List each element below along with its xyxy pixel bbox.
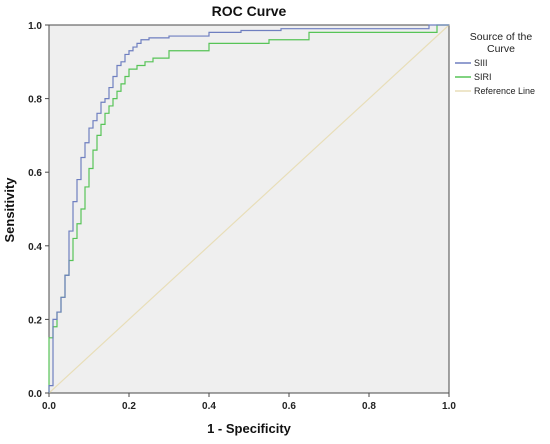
legend-label-reference-line: Reference Line: [474, 86, 535, 96]
y-tick-label: 0.4: [28, 242, 42, 253]
x-axis-title: 1 - Specificity: [207, 421, 292, 436]
ticks-layer: 0.0 0.2 0.4 0.6 0.8 1.0 0.0 0.2 0.4 0.6 0.8 1.0: [28, 21, 456, 412]
y-tick-label: 0.2: [28, 315, 42, 326]
legend-label-siii: SIII: [474, 58, 488, 68]
legend-label-siri: SIRI: [474, 72, 492, 82]
y-tick-label: 0.0: [28, 389, 42, 400]
y-axis-title: Sensitivity: [2, 177, 17, 243]
series-layer: [48, 24, 450, 394]
y-tick-label: 0.8: [28, 95, 42, 106]
series-line-siii: [48, 24, 449, 393]
chart-title: ROC Curve: [212, 3, 287, 19]
legend-title: Source of the Curve: [470, 31, 533, 55]
x-tick-label: 0.0: [42, 401, 56, 412]
x-tick-label: 0.2: [122, 401, 136, 412]
x-tick-label: 1.0: [442, 401, 456, 412]
legend: Source of the Curve SIII SIRI Reference Lin…: [455, 31, 535, 96]
y-tick-label: 0.6: [28, 168, 42, 179]
x-tick-label: 0.4: [202, 401, 216, 412]
x-tick-label: 0.6: [282, 401, 296, 412]
series-line-reference-line: [48, 24, 450, 394]
y-tick-label: 1.0: [28, 21, 42, 32]
x-tick-label: 0.8: [362, 401, 376, 412]
